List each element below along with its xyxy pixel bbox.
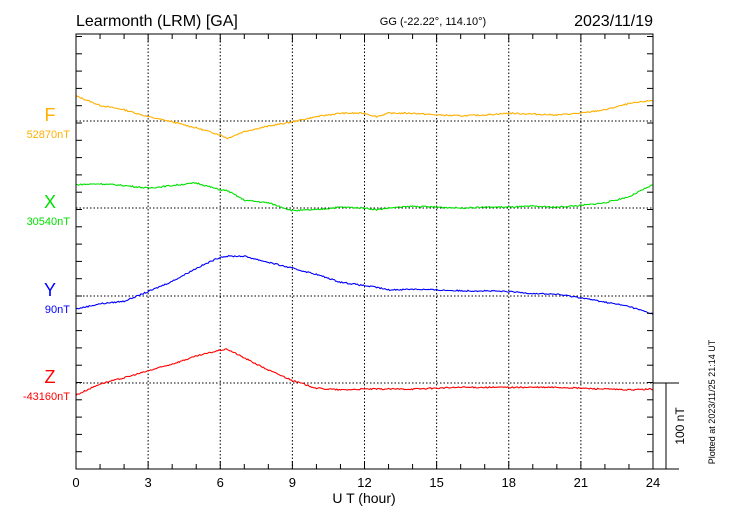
x-axis-ticks: 0 3 6 9 12 15 18 21 24 — [72, 34, 660, 490]
series-name-y: Y — [44, 280, 56, 300]
series-line-z — [75, 348, 654, 396]
grid — [76, 34, 653, 469]
x-tick-label: 21 — [574, 475, 588, 490]
scale-label: 100 nT — [673, 407, 687, 445]
x-tick-label: 9 — [289, 475, 296, 490]
station-coords: GG (-22.22°, 114.10°) — [380, 16, 486, 28]
x-tick-label: 18 — [502, 475, 516, 490]
x-tick-label: 24 — [646, 475, 660, 490]
x-tick-label: 6 — [217, 475, 224, 490]
series-line-f — [75, 95, 654, 140]
x-axis-label: U T (hour) — [332, 490, 395, 506]
series-baseline-label: 90nT — [45, 304, 70, 316]
series-name-f: F — [45, 105, 56, 125]
chart-date: 2023/11/19 — [574, 13, 653, 30]
series-baseline-label: -43160nT — [23, 391, 70, 403]
plotted-at-footer: Plotted at 2023/11/25 21:14 UT — [707, 339, 717, 464]
series-line-x — [75, 182, 654, 212]
x-tick-label: 15 — [429, 475, 443, 490]
x-tick-label: 0 — [72, 475, 79, 490]
series-baseline-label: 30540nT — [27, 216, 71, 228]
chart-title: Learmonth (LRM) [GA] — [76, 13, 238, 30]
series-line-y — [75, 254, 654, 315]
x-tick-label: 3 — [145, 475, 152, 490]
series-name-x: X — [44, 192, 56, 212]
x-tick-label: 12 — [357, 475, 371, 490]
series-name-z: Z — [45, 367, 56, 387]
series-baseline-label: 52870nT — [27, 129, 71, 141]
series-group: F 52870nT X 30540nT Y 90nT Z -43160nT — [23, 95, 654, 403]
scale-bar — [653, 382, 679, 470]
